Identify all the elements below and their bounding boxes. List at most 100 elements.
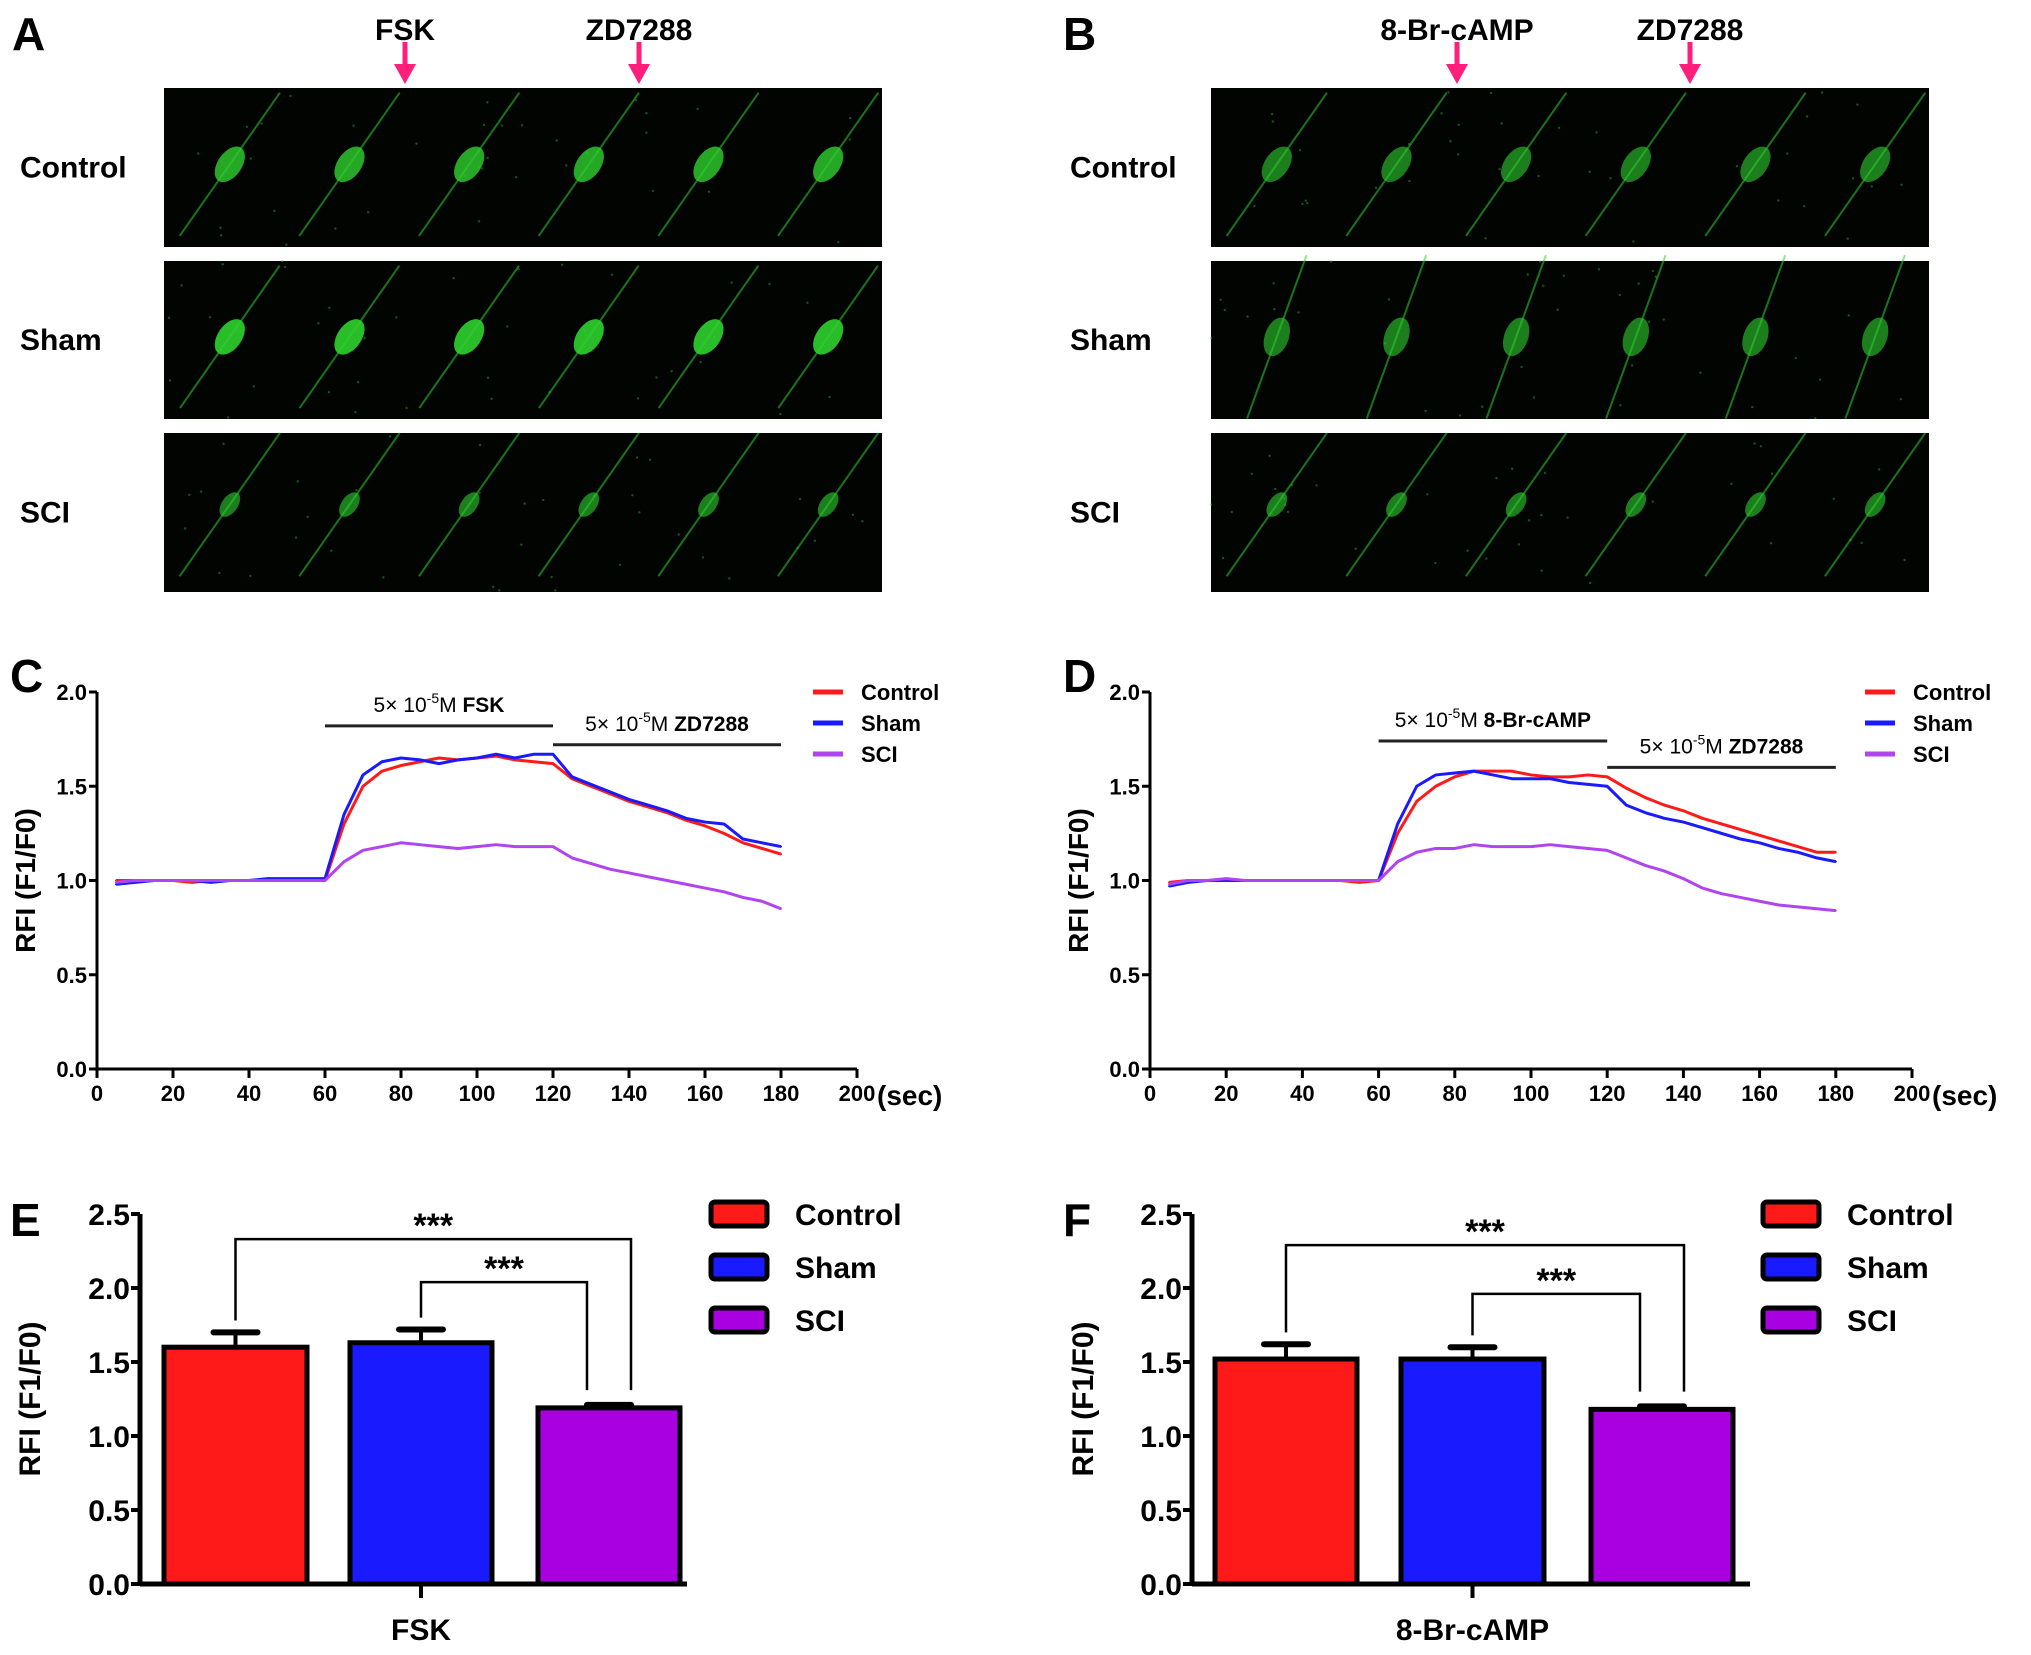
legend-swatch-sham	[708, 1252, 770, 1282]
legend-label: Control	[861, 680, 939, 705]
speckle	[1272, 282, 1275, 285]
speckle	[634, 98, 638, 102]
arrow-label: FSK	[375, 14, 435, 47]
y-tick-label: 1.5	[88, 1347, 130, 1380]
data-point-sham	[362, 773, 364, 776]
neuron-soma	[1864, 492, 1886, 517]
treatment-unit: M	[1460, 709, 1483, 732]
data-point-sci	[153, 879, 155, 882]
panel-letter: C	[10, 650, 43, 702]
speckle	[1426, 493, 1429, 496]
speckle	[542, 498, 545, 502]
speckle	[648, 458, 652, 462]
data-point-sci	[552, 845, 554, 848]
arrow-label: ZD7288	[1637, 14, 1744, 47]
data-point-control	[1815, 851, 1818, 854]
speckle	[500, 124, 504, 127]
neuron-soma	[813, 319, 844, 355]
speckle	[197, 152, 200, 155]
speckle	[1619, 404, 1622, 407]
data-point-sci	[1263, 879, 1266, 882]
data-point-sci	[248, 879, 250, 882]
data-point-sci	[1720, 892, 1723, 895]
neuron-soma	[1266, 492, 1288, 517]
speckle	[1735, 165, 1739, 168]
y-tick-label: 1.0	[88, 1421, 130, 1454]
neuron-soma	[214, 146, 245, 183]
speckle	[486, 101, 489, 104]
micrograph-background	[1211, 261, 1929, 419]
neuron-soma	[1386, 492, 1407, 517]
data-point-sham	[704, 821, 706, 824]
data-point-sci	[704, 887, 706, 890]
speckle	[1537, 174, 1540, 178]
speckle	[252, 385, 256, 388]
speckle	[1753, 442, 1756, 445]
data-point-sham	[1415, 785, 1418, 788]
panel-letter: F	[1063, 1194, 1091, 1246]
speckle	[1485, 557, 1488, 560]
row-label: SCI	[1070, 497, 1120, 530]
speckle	[1250, 472, 1253, 476]
treatment-drug: 8-Br-cAMP	[1484, 709, 1591, 732]
y-axis-label: RFI (F1/F0)	[10, 808, 41, 953]
data-point-control	[1415, 800, 1418, 803]
speckle	[463, 174, 467, 177]
speckle	[645, 111, 648, 115]
speckle	[520, 124, 524, 127]
data-point-sci	[210, 879, 212, 882]
data-point-sci	[1244, 879, 1247, 882]
speckle	[1223, 308, 1227, 312]
neuron-soma	[693, 146, 724, 183]
speckle	[1618, 293, 1622, 297]
speckle	[1268, 454, 1271, 458]
speckle	[382, 576, 385, 579]
data-point-sci	[1644, 864, 1647, 867]
speckle	[306, 515, 309, 519]
speckle	[1566, 516, 1569, 519]
bar-sci	[535, 1405, 683, 1587]
speckle	[222, 442, 225, 446]
speckle	[550, 575, 553, 579]
speckle	[1769, 541, 1773, 545]
data-point-sci	[761, 900, 763, 903]
treatment-exponent: -5	[1693, 731, 1706, 747]
neuron-soma	[339, 492, 360, 517]
speckle	[1557, 126, 1561, 130]
speckle	[1751, 405, 1754, 409]
speckle	[813, 539, 816, 542]
neuron-soma	[334, 319, 365, 355]
neuron-soma	[1383, 317, 1410, 357]
treatment-exponent: -5	[1448, 705, 1461, 721]
speckle	[1542, 284, 1545, 287]
x-tick-label: 140	[1665, 1081, 1702, 1106]
speckle	[481, 167, 484, 170]
data-point-sham	[761, 841, 763, 844]
y-tick-label: 1.5	[1109, 774, 1140, 799]
speckle	[1230, 510, 1233, 514]
speckle	[636, 397, 640, 400]
data-point-sci	[305, 879, 307, 882]
speckle	[1770, 472, 1774, 475]
speckle	[1304, 199, 1307, 202]
data-point-sham	[723, 822, 725, 825]
data-point-sham	[457, 758, 459, 761]
series-line-sci	[1168, 843, 1836, 913]
x-tick-label: 120	[535, 1081, 572, 1106]
row-label: SCI	[20, 497, 70, 530]
speckle	[1543, 471, 1546, 475]
treatment-drug: ZD7288	[1729, 735, 1804, 758]
significance-label: ***	[1465, 1213, 1505, 1251]
y-tick-label: 2.5	[88, 1199, 130, 1232]
row-label: Sham	[1070, 324, 1152, 357]
speckle	[1527, 519, 1531, 522]
speckle	[296, 480, 299, 483]
speckle	[482, 123, 486, 127]
neuron-soma	[1263, 317, 1291, 357]
y-axis-label: RFI (F1/F0)	[1067, 1322, 1100, 1477]
speckle	[1219, 298, 1222, 301]
data-point-control	[1530, 773, 1532, 776]
legend-label: SCI	[1847, 1305, 1897, 1338]
data-point-sham	[1758, 841, 1761, 844]
speckle	[367, 211, 370, 214]
